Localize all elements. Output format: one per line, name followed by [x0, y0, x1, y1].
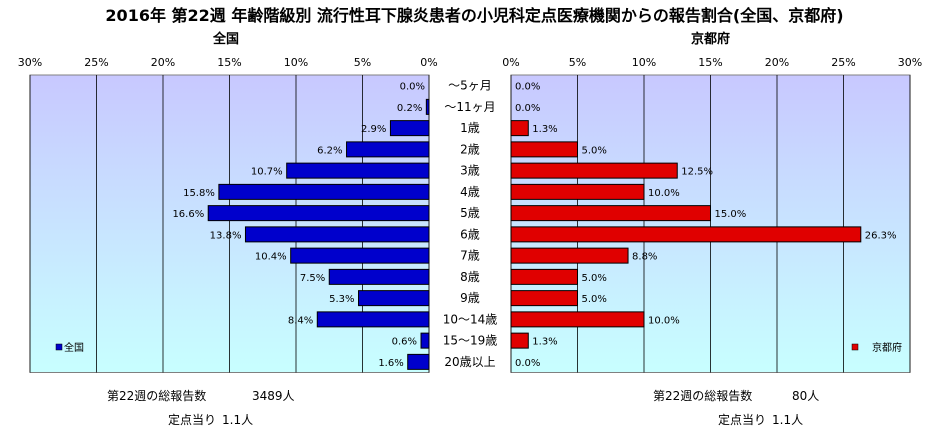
- kyoto-data-label: 15.0%: [715, 209, 747, 220]
- age-category-label: 8歳: [460, 270, 480, 284]
- national-legend: 全国: [55, 341, 84, 354]
- kyoto-legend-label: 京都府: [872, 341, 902, 354]
- national-per-site-label: 定点当り: [168, 413, 217, 427]
- age-category-label: 20歳以上: [444, 355, 495, 369]
- kyoto-bar: [510, 205, 711, 222]
- national-bar: [290, 247, 430, 264]
- kyoto-total-value: 80人: [792, 389, 820, 403]
- kyoto-bar: [510, 162, 678, 179]
- kyoto-bar: [510, 226, 862, 243]
- national-data-label: 0.6%: [392, 337, 417, 348]
- national-bar: [420, 332, 430, 349]
- kyoto-data-label: 5.0%: [582, 294, 607, 305]
- kyoto-bar: [510, 247, 629, 264]
- national-data-label: 1.6%: [378, 358, 403, 369]
- age-category-label: 〜5ヶ月: [448, 79, 492, 93]
- kyoto-per-site-value: 1.1人: [772, 413, 804, 427]
- national-tick-label: 10%: [284, 56, 308, 69]
- national-tick-label: 20%: [151, 56, 175, 69]
- national-data-label: 0.2%: [397, 103, 422, 114]
- kyoto-data-label: 26.3%: [865, 230, 897, 241]
- national-panel-title: 全国: [213, 32, 240, 47]
- kyoto-bar: [510, 290, 578, 307]
- age-category-label: 9歳: [460, 291, 480, 305]
- kyoto-tick-label: 15%: [698, 56, 722, 69]
- national-bar: [316, 311, 430, 328]
- national-data-label: 6.2%: [317, 145, 342, 156]
- chart-title: 2016年 第22週 年齢階級別 流行性耳下腺炎患者の小児科定点医療機関からの報…: [105, 6, 844, 25]
- kyoto-tick-label: 30%: [898, 56, 922, 69]
- kyoto-bar: [510, 141, 578, 158]
- national-data-label: 10.7%: [251, 167, 283, 178]
- age-category-label: 10〜14歳: [443, 312, 498, 326]
- national-bar: [286, 162, 430, 179]
- kyoto-bar: [510, 120, 529, 137]
- age-category-label: 4歳: [460, 185, 480, 199]
- national-legend-label: 全国: [64, 341, 84, 354]
- national-data-label: 7.5%: [300, 273, 325, 284]
- national-tick-label: 25%: [84, 56, 108, 69]
- kyoto-bar: [510, 183, 645, 200]
- national-bar: [244, 226, 430, 243]
- kyoto-total-label: 第22週の総報告数: [653, 389, 753, 403]
- kyoto-data-label: 5.0%: [582, 273, 607, 284]
- kyoto-tick-label: 0%: [502, 56, 519, 69]
- kyoto-tick-label: 20%: [765, 56, 789, 69]
- national-bar: [218, 183, 430, 200]
- national-bar: [346, 141, 430, 158]
- national-total-value: 3489人: [252, 389, 295, 403]
- national-tick-label: 0%: [420, 56, 437, 69]
- kyoto-legend: 京都府: [851, 341, 902, 354]
- kyoto-tick-label: 10%: [632, 56, 656, 69]
- age-category-label: 7歳: [460, 249, 480, 263]
- kyoto-data-label: 0.0%: [515, 103, 540, 114]
- national-data-label: 16.6%: [172, 209, 204, 220]
- national-data-label: 5.3%: [329, 294, 354, 305]
- age-category-label: 3歳: [460, 164, 480, 178]
- kyoto-bar: [510, 332, 529, 349]
- kyoto-bar: [510, 268, 578, 285]
- kyoto-legend-swatch: [851, 343, 859, 351]
- kyoto-tick-label: 25%: [831, 56, 855, 69]
- national-per-site-value: 1.1人: [222, 413, 254, 427]
- national-bar: [407, 353, 430, 370]
- national-tick-label: 5%: [354, 56, 371, 69]
- national-bar: [425, 98, 430, 115]
- kyoto-bar: [510, 311, 645, 328]
- kyoto-data-label: 5.0%: [582, 145, 607, 156]
- age-category-label: 6歳: [460, 227, 480, 241]
- national-data-label: 2.9%: [361, 124, 386, 135]
- age-category-label: 15〜19歳: [443, 334, 498, 348]
- kyoto-data-label: 8.8%: [632, 252, 657, 263]
- age-category-label: 1歳: [460, 121, 480, 135]
- kyoto-data-label: 10.0%: [648, 315, 680, 326]
- national-legend-swatch: [55, 343, 63, 351]
- national-bar: [207, 205, 430, 222]
- national-bar: [389, 120, 430, 137]
- age-category-label: 2歳: [460, 142, 480, 156]
- national-data-label: 13.8%: [210, 230, 242, 241]
- kyoto-data-label: 0.0%: [515, 358, 540, 369]
- age-category-label: 5歳: [460, 206, 480, 220]
- kyoto-panel-title: 京都府: [691, 32, 731, 47]
- national-tick-label: 30%: [18, 56, 42, 69]
- kyoto-data-label: 12.5%: [681, 167, 713, 178]
- kyoto-data-label: 0.0%: [515, 82, 540, 93]
- national-tick-label: 15%: [217, 56, 241, 69]
- national-bar: [358, 290, 430, 307]
- national-data-label: 10.4%: [255, 252, 287, 263]
- kyoto-data-label: 10.0%: [648, 188, 680, 199]
- national-data-label: 15.8%: [183, 188, 215, 199]
- kyoto-tick-label: 5%: [569, 56, 586, 69]
- kyoto-per-site-label: 定点当り: [718, 413, 767, 427]
- national-total-label: 第22週の総報告数: [107, 389, 207, 403]
- national-data-label: 0.0%: [400, 82, 425, 93]
- national-bar: [328, 268, 430, 285]
- national-data-label: 8.4%: [288, 315, 313, 326]
- kyoto-data-label: 1.3%: [532, 337, 557, 348]
- age-category-label: 〜11ヶ月: [444, 100, 495, 114]
- kyoto-data-label: 1.3%: [532, 124, 557, 135]
